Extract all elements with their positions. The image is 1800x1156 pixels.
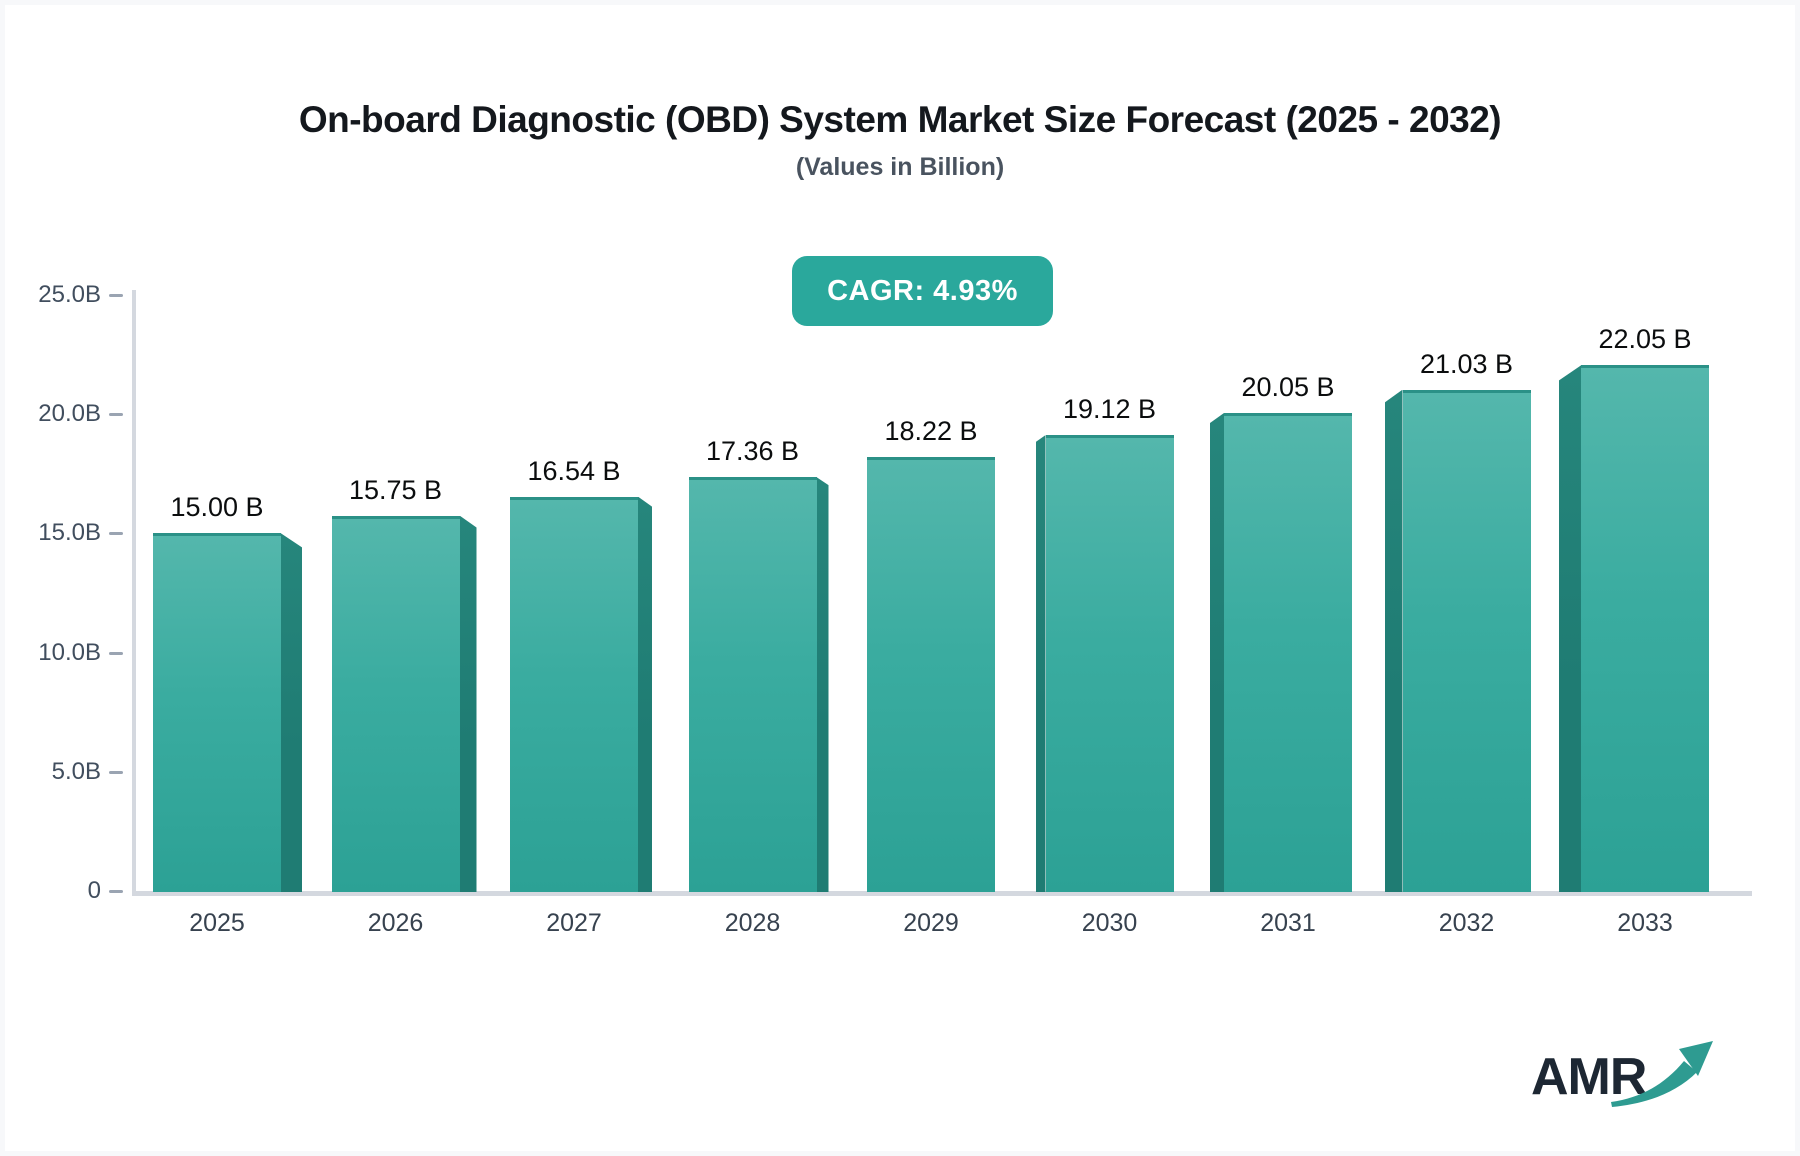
- y-tick-label: 0: [87, 877, 101, 904]
- bar-side-face: [459, 515, 477, 892]
- bar-front-face: [510, 496, 638, 892]
- bar-front-face: [1224, 413, 1352, 892]
- y-tick-mark: [109, 294, 123, 297]
- chart-card: On-board Diagnostic (OBD) System Market …: [5, 5, 1795, 1151]
- bar-2026: [331, 515, 477, 892]
- x-axis-label: 2029: [903, 909, 959, 937]
- bar-value-label: 17.36 B: [705, 436, 800, 467]
- bar-value-label: 21.03 B: [1419, 348, 1514, 379]
- y-tick-label: 20.0B: [38, 400, 101, 428]
- bar-2030: [1035, 435, 1174, 892]
- y-tick-label: 5.0B: [51, 757, 101, 785]
- bar-front-face: [867, 456, 995, 892]
- y-tick-mark: [109, 413, 123, 417]
- trending-up-arrow-icon: [1611, 1041, 1713, 1107]
- y-tick-label: 25.0B: [38, 281, 101, 308]
- x-axis-label: 2032: [1438, 909, 1495, 937]
- bar-value-label: 15.00 B: [170, 492, 264, 523]
- cagr-badge-label: CAGR: 4.93%: [827, 274, 1018, 307]
- y-tick-mark: [109, 532, 123, 536]
- bar-2025: [153, 533, 302, 892]
- bar-value-label: 22.05 B: [1598, 324, 1692, 355]
- x-axis-label: 2030: [1081, 909, 1138, 937]
- bar-value-label: 15.75 B: [348, 474, 443, 505]
- bar-2032: [1384, 389, 1531, 892]
- bar-side-face: [281, 533, 302, 892]
- x-axis-label: 2031: [1260, 909, 1316, 937]
- cagr-badge: CAGR: 4.93%: [792, 256, 1053, 326]
- bar-side-face: [638, 496, 652, 892]
- bar-side-face: [1559, 365, 1581, 892]
- x-axis-label: 2026: [367, 909, 424, 937]
- bar-2031: [1210, 413, 1352, 892]
- x-axis-baseline: [132, 891, 1752, 896]
- y-tick-mark: [109, 770, 123, 774]
- bar-front-face: [1581, 365, 1709, 892]
- y-axis-line: [132, 290, 136, 894]
- bar-2027: [510, 496, 652, 892]
- y-tick-mark: [109, 651, 123, 655]
- bar-side-face: [1035, 435, 1046, 892]
- bar-2033: [1559, 365, 1709, 892]
- bar-front-face: [688, 477, 817, 892]
- x-axis-label: 2028: [724, 909, 781, 937]
- bar-front-face: [1402, 389, 1531, 892]
- y-tick-label: 10.0B: [38, 638, 101, 666]
- bar-side-face: [816, 477, 829, 892]
- bar-front-face: [1045, 435, 1174, 892]
- x-axis-label: 2025: [189, 909, 245, 937]
- bar-value-label: 20.05 B: [1241, 372, 1335, 402]
- chart-subtitle: (Values in Billion): [795, 153, 1005, 181]
- y-tick-mark: [109, 890, 123, 893]
- bar-side-face: [1384, 389, 1403, 892]
- bar-value-label: 16.54 B: [527, 455, 621, 486]
- bar-side-face: [1210, 413, 1224, 892]
- bar-value-label: 19.12 B: [1062, 394, 1157, 425]
- bar-2028: [688, 477, 829, 892]
- y-tick-label: 15.0B: [38, 519, 101, 547]
- amr-logo-text: AMR: [1531, 1048, 1647, 1106]
- bar-front-face: [153, 533, 281, 892]
- bar-chart-plot: 25.0B 20.0B 15.0B 10.0B 5.0B 0 15.00 B 15.75 B…: [5, 5, 1795, 1151]
- amr-logo: AMR: [1531, 1041, 1731, 1127]
- bar-front-face: [331, 515, 460, 892]
- bar-value-label: 18.22 B: [884, 415, 978, 446]
- bar-2029: [867, 456, 995, 892]
- x-axis-label: 2033: [1617, 909, 1673, 937]
- x-axis-label: 2027: [546, 909, 602, 937]
- chart-title: On-board Diagnostic (OBD) System Market …: [298, 99, 1502, 140]
